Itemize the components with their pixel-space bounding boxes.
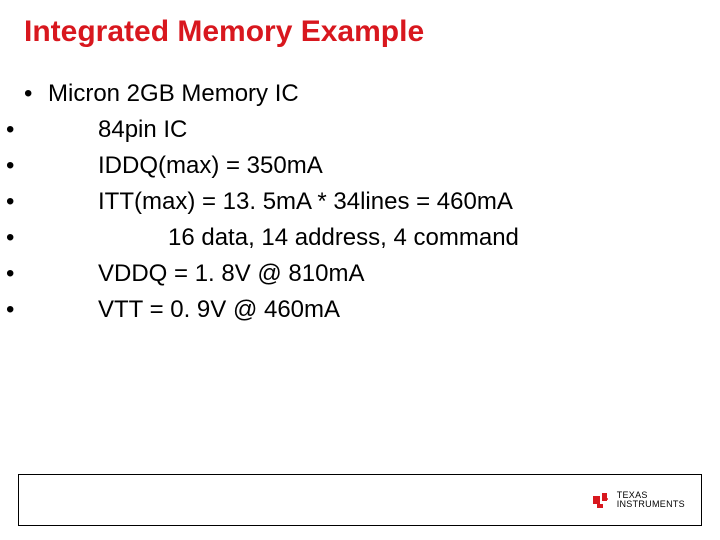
bullet-text: 16 data, 14 address, 4 command	[48, 220, 519, 256]
bullet-text: 84pin IC	[48, 112, 187, 148]
bullet-text: VTT = 0. 9V @ 460mA	[48, 292, 340, 328]
ti-text-line2: INSTRUMENTS	[617, 500, 685, 509]
list-item: VDDQ = 1. 8V @ 810mA	[24, 256, 696, 292]
bullet-text: VDDQ = 1. 8V @ 810mA	[48, 256, 364, 292]
list-item: 84pin IC	[24, 112, 696, 148]
bullet-list: Micron 2GB Memory IC 84pin IC IDDQ(max) …	[24, 76, 696, 328]
list-item: 16 data, 14 address, 4 command	[24, 220, 696, 256]
bullet-text: IDDQ(max) = 350mA	[48, 148, 323, 184]
bullet-text: Micron 2GB Memory IC	[48, 80, 299, 107]
list-item: IDDQ(max) = 350mA	[24, 148, 696, 184]
ti-chip-icon	[591, 490, 611, 510]
slide-title: Integrated Memory Example	[24, 14, 696, 50]
list-item: Micron 2GB Memory IC	[24, 76, 696, 112]
list-item: ITT(max) = 13. 5mA * 34lines = 460mA	[24, 184, 696, 220]
list-item: VTT = 0. 9V @ 460mA	[24, 292, 696, 328]
slide: Integrated Memory Example Micron 2GB Mem…	[0, 0, 720, 540]
footer-bar: TEXAS INSTRUMENTS	[18, 474, 702, 526]
bullet-text: ITT(max) = 13. 5mA * 34lines = 460mA	[48, 184, 513, 220]
ti-logo: TEXAS INSTRUMENTS	[591, 490, 685, 510]
ti-wordmark: TEXAS INSTRUMENTS	[617, 491, 685, 510]
